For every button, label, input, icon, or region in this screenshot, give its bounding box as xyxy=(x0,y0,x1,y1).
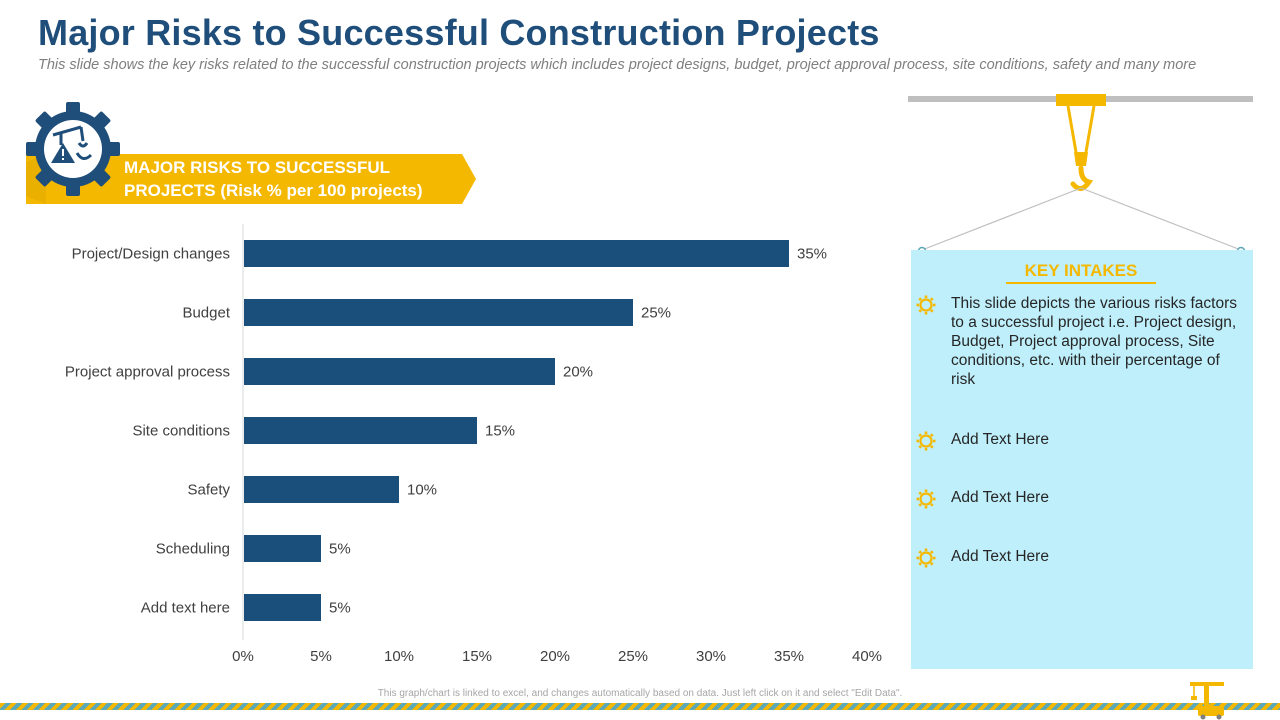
hazard-stripe xyxy=(0,703,1280,710)
footnote: This graph/chart is linked to excel, and… xyxy=(377,688,903,699)
bar xyxy=(244,417,477,444)
category-label: Safety xyxy=(187,482,230,499)
value-label: 35% xyxy=(797,246,827,263)
bar xyxy=(244,240,789,267)
key-intakes-title: KEY INTAKES xyxy=(1006,261,1156,284)
value-label: 15% xyxy=(485,423,515,440)
value-label: 5% xyxy=(329,600,351,617)
value-label: 10% xyxy=(407,482,437,499)
category-label: Site conditions xyxy=(132,423,230,440)
value-label: 5% xyxy=(329,541,351,558)
bar xyxy=(244,594,321,621)
category-label: Project/Design changes xyxy=(72,246,230,263)
tick-label: 25% xyxy=(618,648,648,665)
gear-bullet-icon xyxy=(915,488,937,510)
slide-title: Major Risks to Successful Construction P… xyxy=(38,12,880,53)
category-label: Project approval process xyxy=(65,364,230,381)
gear-bullet-icon xyxy=(915,294,937,316)
bar xyxy=(244,476,399,503)
gear-bullet-icon xyxy=(915,547,937,569)
intake-text: Add Text Here xyxy=(951,431,1049,448)
intake-text: Add Text Here xyxy=(951,489,1049,506)
category-label: Budget xyxy=(182,305,230,322)
tick-label: 30% xyxy=(696,648,726,665)
value-label: 20% xyxy=(563,364,593,381)
gear-warning-crane-icon xyxy=(26,102,120,196)
category-label: Scheduling xyxy=(156,541,230,558)
construction-crane-icon xyxy=(1190,682,1224,720)
tick-label: 0% xyxy=(232,648,254,665)
gear-bullet-icon xyxy=(915,430,937,452)
tick-label: 10% xyxy=(384,648,414,665)
slide-subtitle: This slide shows the key risks related t… xyxy=(38,57,1197,73)
crane-hook-illustration xyxy=(908,94,1253,256)
risk-bar-chart: Project/Design changes Budget Project appr… xyxy=(65,224,882,665)
bar xyxy=(244,358,555,385)
key-intakes-panel xyxy=(911,250,1253,669)
bar xyxy=(244,535,321,562)
intake-text: This slide depicts the various risks fac… xyxy=(951,295,1237,388)
category-label: Add text here xyxy=(141,600,230,617)
tick-label: 15% xyxy=(462,648,492,665)
tick-label: 5% xyxy=(310,648,332,665)
tick-label: 35% xyxy=(774,648,804,665)
tick-label: 40% xyxy=(852,648,882,665)
chart-title-text: MAJOR RISKS TO SUCCESSFUL PROJECTS (Risk… xyxy=(124,158,423,200)
bar xyxy=(244,299,633,326)
tick-label: 20% xyxy=(540,648,570,665)
intake-text: Add Text Here xyxy=(951,548,1049,565)
value-label: 25% xyxy=(641,305,671,322)
